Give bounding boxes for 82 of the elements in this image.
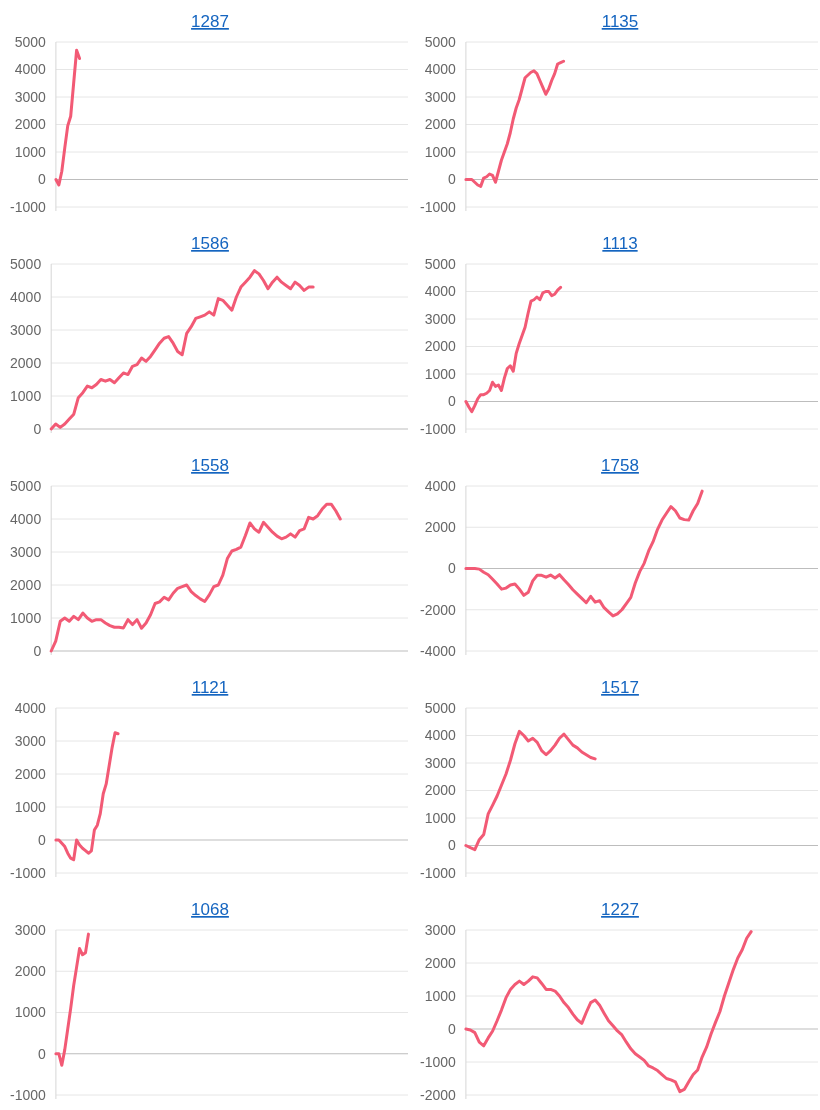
y-tick-label: 0 [38,831,47,848]
y-tick-label: -2000 [420,1086,457,1103]
y-tick-label: 0 [448,837,457,854]
y-tick-label: 0 [38,1045,47,1062]
y-tick-label: 0 [448,171,457,188]
line-series [49,269,315,431]
y-tick-label: 2000 [14,963,47,980]
y-tick-label: -1000 [420,864,457,881]
chart-title: 1586 [191,234,229,253]
line-series [54,731,120,862]
y-tick-label: 1000 [14,798,47,815]
y-tick-label: 2000 [10,576,42,593]
line-series [464,285,563,414]
chart-title: 1287 [191,12,229,31]
y-tick-label: 4000 [10,288,42,305]
y-tick-label: 1000 [14,143,47,160]
chart-title: 1758 [601,456,639,475]
y-tick-label: 1000 [14,1004,47,1021]
y-tick-label: 5000 [14,33,47,50]
y-tick-label: 2000 [10,354,42,371]
line-series [464,729,597,852]
y-tick-label: 4000 [424,61,457,78]
y-tick-label: 1000 [424,143,457,160]
y-tick-label: 5000 [424,33,457,50]
chart-title: 1068 [191,900,229,919]
line-series [54,932,90,1067]
y-tick-label: 2000 [14,765,47,782]
y-tick-label: -1000 [420,198,457,215]
y-tick-label: 5000 [10,255,42,272]
y-tick-label: 3000 [10,321,42,338]
y-tick-label: 2000 [424,519,457,536]
line-series [49,502,342,653]
y-tick-label: -1000 [420,1053,457,1070]
chart-title: 1135 [601,12,639,31]
y-tick-label: 3000 [424,88,457,105]
y-tick-label: 2000 [424,338,457,355]
y-tick-label: -1000 [420,420,457,437]
line-series [464,930,753,1094]
y-tick-label: -2000 [420,601,457,618]
y-tick-label: 2000 [424,116,457,133]
y-tick-label: 2000 [424,782,457,799]
chart-title: 1558 [191,456,229,475]
chart-title: 1121 [191,678,229,697]
y-tick-label: 5000 [424,699,457,716]
y-tick-label: 0 [38,171,47,188]
y-tick-label: 1000 [10,387,42,404]
y-tick-label: 1000 [424,365,457,382]
y-tick-label: 1000 [10,609,42,626]
y-tick-label: -1000 [10,1086,47,1103]
y-tick-label: 0 [33,642,42,659]
y-tick-label: -4000 [420,642,457,659]
y-tick-label: 4000 [424,477,457,494]
y-tick-label: 0 [33,420,42,437]
y-tick-label: 5000 [10,477,42,494]
y-tick-label: 0 [448,560,457,577]
y-tick-label: 3000 [424,310,457,327]
y-tick-label: 4000 [14,699,47,716]
y-tick-label: 0 [448,1020,457,1037]
y-tick-label: 3000 [14,921,47,938]
y-tick-label: 3000 [424,921,457,938]
y-tick-label: 4000 [10,510,42,527]
line-series [54,48,82,187]
line-series [464,59,566,188]
y-tick-label: 4000 [14,61,47,78]
y-tick-label: -1000 [10,864,47,881]
y-tick-label: 3000 [14,88,47,105]
y-tick-label: 5000 [424,255,457,272]
y-tick-label: 3000 [10,543,42,560]
y-tick-label: 1000 [424,987,457,1004]
y-tick-label: 2000 [424,954,457,971]
y-tick-label: 0 [448,393,457,410]
line-series [464,489,704,618]
y-tick-label: 3000 [14,732,47,749]
y-tick-label: 4000 [424,283,457,300]
chart-title: 1227 [601,900,639,919]
y-tick-label: 4000 [424,727,457,744]
y-tick-label: 3000 [424,754,457,771]
y-tick-label: 2000 [14,116,47,133]
chart-title: 1517 [601,678,639,697]
chart-title: 1113 [602,234,638,253]
y-tick-label: -1000 [10,198,47,215]
y-tick-label: 1000 [424,809,457,826]
